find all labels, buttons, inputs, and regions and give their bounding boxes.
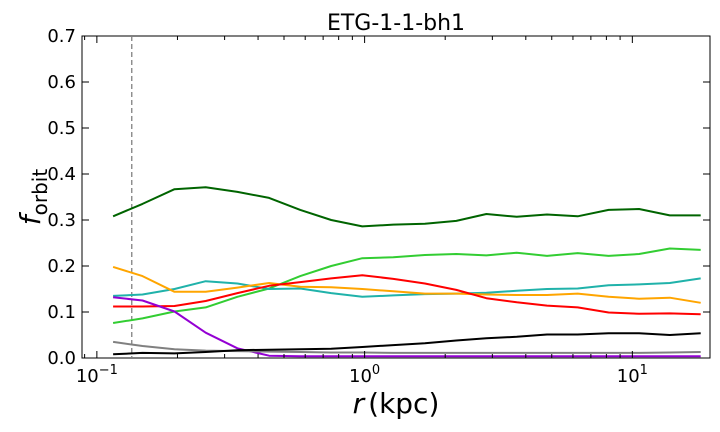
y-tick-label: 0.6 [47,72,76,93]
y-tick-label: 0.3 [47,210,76,231]
series-line-6 [112,296,701,358]
x-ticks: 10−1 100 101 [76,36,648,387]
plot-area: 0.00.10.20.30.40.50.60.7 10−1 100 101 [47,26,711,387]
x-tick-label: 100 [349,363,380,387]
y-tick-label: 0.4 [47,164,76,185]
x-tick-label-base: 10 [76,366,99,387]
series-line-4 [112,265,701,304]
y-tick-label: 0.1 [47,302,76,323]
y-tick-label: 0.5 [47,118,76,139]
series-line-5 [113,274,701,316]
series-line-8 [113,332,701,356]
y-ticks: 0.0 0.1 0.2 0.3 0.4 0.5 0.6 0.7 [47,26,710,369]
y-tick-label: 0.0 [47,348,76,369]
x-axis-label: r (kpc) [353,387,440,420]
x-tick-label: 101 [617,363,648,387]
series-layer [112,186,701,358]
chart-title: ETG-1-1-bh1 [327,11,465,36]
x-tick-label-exp: −1 [99,363,118,378]
x-tick-label-base: 10 [349,366,372,387]
x-axis-label-unit: (kpc) [368,387,439,420]
series-line-1 [112,186,701,228]
plot-frame [81,35,711,359]
y-tick-label: 0.7 [47,26,76,47]
y-axis-label-sub: orbit [28,169,52,216]
series-line-2 [112,247,701,324]
series-line-7 [112,340,701,354]
x-tick-label: 10−1 [76,363,118,387]
x-tick-label-base: 10 [617,366,640,387]
y-tick-label: 0.2 [47,256,76,277]
series-line-3 [113,277,701,298]
x-tick-label-exp: 0 [372,363,380,378]
x-axis-label-var: r [353,387,366,420]
x-tick-label-exp: 1 [640,363,648,378]
